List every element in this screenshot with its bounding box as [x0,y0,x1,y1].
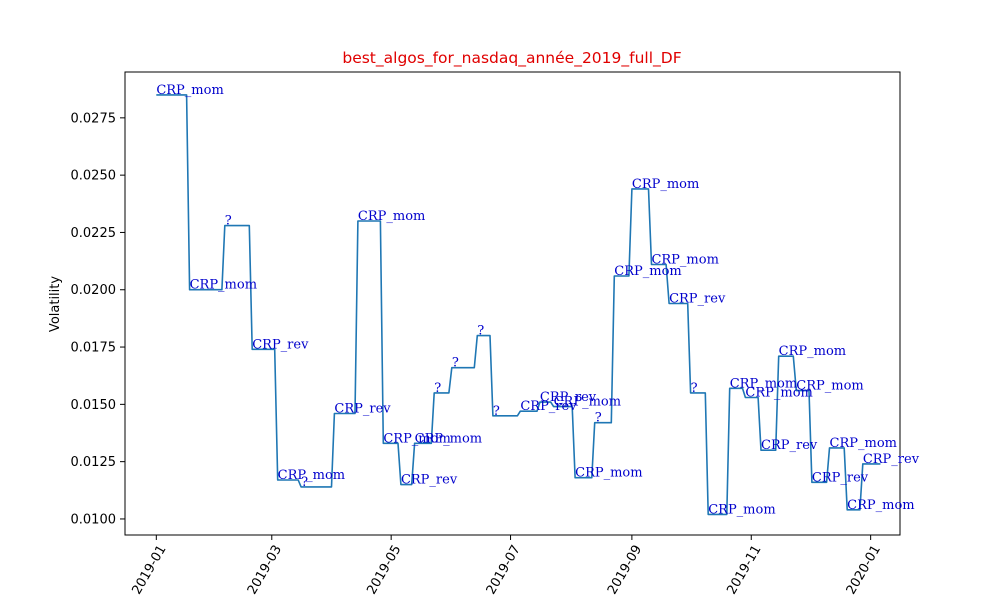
algo-annotation: CRP_rev [761,438,818,453]
algo-annotation: CRP_rev [520,399,577,414]
algo-annotation: CRP_mom [830,436,897,451]
chart-title: best_algos_for_nasdaq_année_2019_full_DF [342,49,681,68]
algo-annotation: CRP_mom [796,379,863,394]
algo-annotation: CRP_rev [334,402,391,417]
algo-annotation: CRP_mom [651,253,718,268]
algo-annotation: CRP_mom [847,498,914,513]
algo-annotation: ? [434,381,441,396]
y-tick-label: 0.0100 [71,512,117,527]
y-tick-label: 0.0250 [71,169,117,184]
algo-annotation: CRP_mom [745,385,812,400]
y-tick-label: 0.0275 [71,111,117,126]
algo-annotation: CRP_rev [401,473,458,488]
algo-annotation: ? [225,214,232,229]
y-axis-label: Volatility [48,276,63,332]
algo-annotation: CRP_mom [156,83,223,98]
algo-annotation: CRP_mom [190,278,257,293]
y-tick-label: 0.0225 [71,226,117,241]
algo-annotation: ? [301,475,308,490]
algo-annotation: ? [477,324,484,339]
algo-annotation: CRP_mom [278,468,345,483]
x-tick-label: 2019-05 [364,543,404,598]
algo-annotation: ? [493,404,500,419]
algo-annotation: CRP_rev [863,452,920,467]
x-tick-label: 2019-03 [245,543,285,598]
algo-annotation: CRP_mom [575,466,642,481]
x-tick-label: 2019-11 [724,543,764,598]
x-tick-label: 2019-07 [484,543,524,598]
volatility-line [156,94,881,516]
x-tick-label: 2019-09 [605,543,645,598]
x-tick-label: 2019-01 [129,543,169,598]
y-tick-label: 0.0200 [71,283,117,298]
algo-annotation: CRP_rev [669,292,726,307]
plot-area: 2019-01 2019-03 2019-05 2019-07 2019-09 2019-… [71,71,920,598]
algo-annotation: CRP_mom [632,177,699,192]
algo-annotation: ? [595,411,602,426]
algo-annotation: ? [691,381,698,396]
algo-annotation: CRP_mom [730,376,797,391]
plot-frame [124,71,901,536]
algo-annotation: CRP_rev [812,470,869,485]
algo-annotation: CRP_rev [252,337,309,352]
y-tick-label: 0.0125 [71,455,117,470]
algo-annotation: CRP_mom [779,344,846,359]
algo-annotation: CRP_mom [358,209,425,224]
y-tick-label: 0.0175 [71,341,117,356]
y-tick-label: 0.0150 [71,398,117,413]
algo-annotation: CRP_mom [614,264,681,279]
algo-annotation: CRP_mom [554,395,621,410]
algo-annotation: CRP_mom [383,431,450,446]
algo-annotation: CRP_mom [415,431,482,446]
algo-annotation: CRP_rev [540,390,597,405]
algo-annotation: ? [452,356,459,371]
algo-annotation: CRP_mom [708,502,775,517]
x-tick-label: 2020-01 [844,543,884,598]
